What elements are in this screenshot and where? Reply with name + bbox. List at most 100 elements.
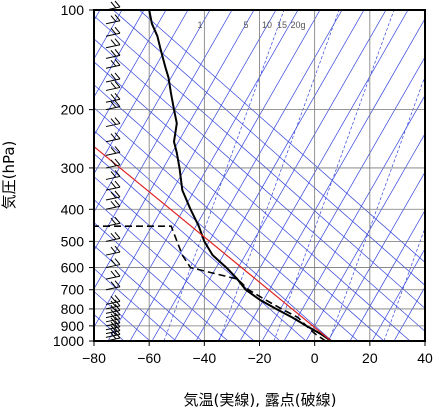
y-tick-label: 900: [61, 318, 85, 334]
wind-barb: [105, 232, 121, 242]
wind-barb: [105, 180, 121, 191]
wind-barb-feather: [110, 233, 117, 240]
wind-barb-feather: [110, 217, 117, 225]
series-line-red: [94, 145, 332, 341]
wind-barb-feather: [110, 39, 117, 47]
adiabat-line: [94, 153, 307, 341]
y-tick-label: 700: [61, 282, 85, 298]
wind-barb-feather: [110, 305, 117, 312]
wind-barb-feather: [110, 15, 117, 23]
wind-barb-feather: [114, 0, 121, 8]
adiabat-line: [138, 10, 425, 263]
isotherm-line: [94, 10, 145, 98]
wind-barb-feather: [114, 199, 121, 207]
wind-barb-staff: [105, 264, 121, 269]
wind-barb-feather: [114, 299, 121, 307]
wind-barb-feather: [114, 258, 121, 265]
wind-barb: [105, 295, 121, 305]
wind-barb-staff: [105, 78, 121, 83]
mixing-ratio-label: 1: [197, 20, 202, 30]
wind-barb-feather: [110, 27, 117, 35]
wind-barb: [105, 269, 121, 280]
mixing-ratio-line: [383, 226, 425, 341]
series-line-solid: [148, 10, 332, 341]
wind-barb-staff: [105, 286, 121, 291]
wind-barb: [105, 299, 121, 310]
isotherm-line: [195, 10, 387, 341]
wind-barb-feather: [110, 133, 117, 141]
wind-barb: [105, 72, 121, 83]
mixing-ratio-label: 5: [243, 20, 248, 30]
y-tick-label: 800: [61, 301, 85, 317]
wind-barb: [105, 38, 121, 49]
adiabat-line: [94, 268, 177, 341]
wind-barb-staff: [105, 54, 121, 59]
wind-barb-feather: [114, 304, 121, 311]
adiabat-line: [94, 61, 411, 341]
wind-barb-feather: [114, 49, 121, 56]
wind-barb-feather: [114, 245, 121, 253]
isotherm-line: [151, 10, 343, 341]
isotherm-line: [107, 10, 299, 341]
adiabat-line: [94, 38, 425, 332]
wind-barb: [105, 0, 121, 11]
isotherm-line: [217, 10, 409, 341]
mixing-ratio-label: 10: [262, 20, 272, 30]
wind-barb-feather: [110, 296, 117, 303]
wind-barb-feather: [114, 308, 121, 315]
isotherm-line: [371, 247, 425, 341]
wind-barb: [105, 92, 121, 103]
wind-barb: [105, 304, 121, 314]
x-tick-label: −80: [82, 350, 106, 366]
y-tick-label: 1000: [53, 333, 84, 349]
mixing-ratio-label: 15: [277, 20, 287, 30]
wind-barb-feather: [114, 158, 121, 166]
wind-barb-feather: [110, 159, 117, 167]
wind-barb-feather: [114, 232, 121, 239]
adiabat-line: [94, 222, 229, 341]
y-tick-label: 600: [61, 260, 85, 276]
y-tick-label: 200: [61, 102, 85, 118]
adiabat-line: [94, 15, 425, 309]
wind-barb-feather: [114, 14, 121, 22]
wind-barb-feather: [114, 180, 121, 188]
wind-barbs: [105, 0, 121, 342]
wind-barb: [105, 312, 121, 323]
wind-barb-staff: [105, 123, 121, 128]
wind-barb-feather: [110, 73, 117, 81]
wind-barb-feather: [114, 216, 121, 224]
wind-barb-feather: [110, 309, 117, 316]
adiabat-line: [112, 10, 425, 286]
wind-barb-feather: [110, 101, 117, 108]
wind-barb-feather: [110, 147, 117, 154]
x-axis: −80 −60 −40 −20 0 20 40: [82, 341, 433, 366]
wind-barb: [105, 100, 121, 111]
wind-barb: [105, 146, 121, 156]
wind-barb-feather: [114, 26, 121, 34]
wind-barb: [105, 158, 121, 169]
wind-barb: [105, 14, 121, 25]
wind-barb-feather: [114, 190, 121, 198]
isotherm-line: [94, 10, 255, 290]
wind-barb: [105, 258, 121, 269]
wind-barb-feather: [110, 246, 117, 254]
adiabat-line: [94, 84, 385, 341]
wind-barb-feather: [114, 132, 121, 140]
wind-barb-staff: [105, 175, 121, 180]
adiabat-line: [94, 107, 359, 341]
wind-barb-feather: [114, 170, 121, 177]
isotherm-line: [349, 209, 425, 341]
x-tick-label: 20: [362, 350, 378, 366]
wind-barb-feather: [110, 317, 117, 325]
wind-barb: [105, 49, 121, 59]
x-tick-label: 40: [417, 350, 433, 366]
adiabat-line: [94, 245, 203, 341]
mixing-ratio-line: [218, 10, 340, 341]
wind-barb-staff: [105, 86, 121, 91]
wind-barb-feather: [110, 300, 117, 308]
wind-barb-feather: [114, 316, 121, 324]
wind-barb-staff: [105, 309, 121, 314]
wind-barb-staff: [105, 106, 121, 111]
isotherm-line: [129, 10, 321, 341]
